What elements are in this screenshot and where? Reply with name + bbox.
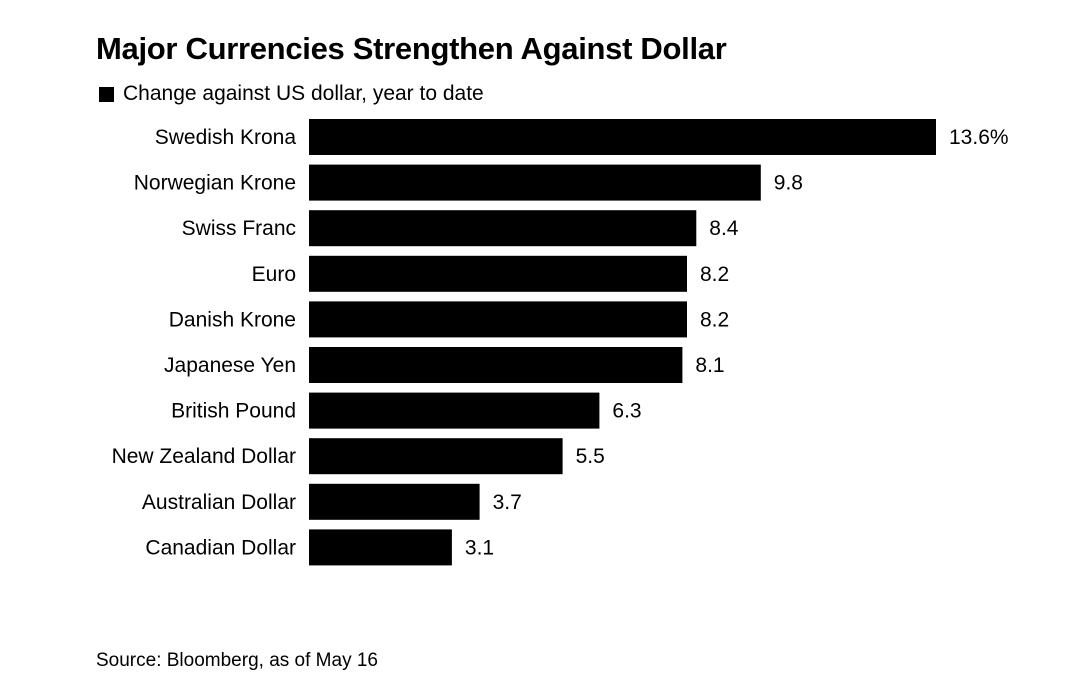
legend-swatch	[99, 86, 114, 102]
source-note: Source: Bloomberg, as of May 16	[96, 650, 378, 671]
category-label: Norwegian Krone	[134, 172, 296, 195]
category-label: British Pound	[171, 400, 296, 423]
bar-new-zealand-dollar	[309, 438, 563, 475]
legend: Change against US dollar, year to date	[99, 82, 484, 106]
value-label: 13.6%	[949, 126, 1009, 149]
category-label: Canadian Dollar	[145, 536, 296, 559]
value-label: 6.3	[612, 400, 641, 423]
category-label: Australian Dollar	[142, 491, 296, 514]
value-label: 5.5	[576, 445, 605, 468]
bar-euro	[309, 255, 687, 292]
value-label: 3.1	[465, 536, 494, 559]
bar-japanese-yen	[309, 347, 683, 383]
value-label: 9.8	[774, 172, 803, 195]
bar-norwegian-krone	[309, 164, 761, 201]
category-label: Euro	[252, 263, 296, 286]
bar-swedish-krona	[309, 119, 936, 155]
category-label: Swiss Franc	[182, 217, 296, 240]
category-label: Japanese Yen	[164, 354, 296, 377]
bar-danish-krone	[309, 301, 687, 338]
category-label: Swedish Krona	[155, 126, 297, 149]
legend-label: Change against US dollar, year to date	[123, 82, 484, 105]
category-label: New Zealand Dollar	[112, 445, 296, 468]
bar-canadian-dollar	[309, 529, 452, 566]
category-label: Danish Krone	[169, 308, 296, 331]
value-label: 8.4	[709, 217, 739, 240]
bar-chart: Swedish Krona 13.6% Norwegian Krone 9.8 Swis…	[112, 119, 1009, 566]
value-label: 8.1	[695, 354, 724, 377]
value-label: 8.2	[700, 263, 729, 286]
value-label: 8.2	[700, 308, 729, 331]
bar-australian-dollar	[309, 483, 480, 520]
value-label: 3.7	[493, 491, 522, 514]
chart-title: Major Currencies Strengthen Against Doll…	[96, 31, 727, 66]
bar-swiss-franc	[309, 210, 697, 247]
bar-british-pound	[309, 392, 600, 429]
